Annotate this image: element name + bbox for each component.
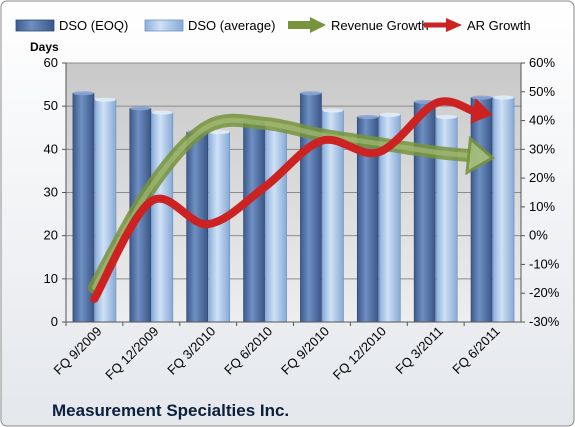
bar-dso-eoq [243,120,265,323]
bar-cap [300,91,322,96]
left-tick-label: 50 [44,98,58,113]
right-tick-label: -30% [529,314,560,329]
bar-cap [208,130,230,135]
left-tick-label: 10 [44,271,58,286]
left-tick-label: 20 [44,228,58,243]
legend-swatch [144,19,184,32]
bar-cap [151,110,173,115]
legend-arrow-head [310,17,326,33]
line-revenue-growth-highlight [91,117,472,290]
right-tick-label: 60% [529,55,555,70]
arrowhead-revenue-growth [465,135,496,176]
bar-cap [493,95,515,100]
legend-swatch [15,19,55,32]
bar-cap [129,106,151,111]
bar-cap [322,108,344,113]
right-tick-label: -20% [529,285,560,300]
bar-dso-average [151,112,174,323]
legend-label: AR Growth [467,18,531,33]
right-tick-label: 10% [529,199,555,214]
bar-cap [379,112,401,117]
bar-dso-eoq [413,101,436,323]
left-tick-label: 60 [44,55,58,70]
arrowhead-ar-growth [470,98,493,124]
right-tick-label: 50% [529,84,555,99]
growth-lines [87,97,496,303]
legend: DSO (EOQ) DSO (average) Revenue Growth AR G… [15,17,531,33]
bar-dso-average [492,97,515,323]
bar-cap [72,91,94,96]
bar-cap [471,95,493,100]
line-ar-growth [90,97,477,303]
left-axis-unit-label: Days [30,40,59,54]
legend-label: Revenue Growth [331,18,429,33]
legend-label: DSO (average) [188,18,275,33]
legend-label: DSO (EOQ) [59,18,128,33]
right-tick-label: 0% [529,228,548,243]
bar-cap [357,114,379,119]
bar-dso-average [265,127,287,323]
left-tick-label: 30 [44,185,58,200]
bar-cap [436,114,458,119]
bar-dso-eoq [470,97,493,323]
bar-cap [94,97,116,102]
right-tick-label: 20% [529,170,555,185]
left-tick-label: 0 [51,314,58,329]
right-tick-label: 30% [529,141,555,156]
right-tick-label: 40% [529,113,555,128]
right-tick-label: -10% [529,256,560,271]
legend-arrow-head [446,18,462,32]
left-tick-label: 40 [44,141,58,156]
company-name: Measurement Specialties Inc. [52,401,289,420]
